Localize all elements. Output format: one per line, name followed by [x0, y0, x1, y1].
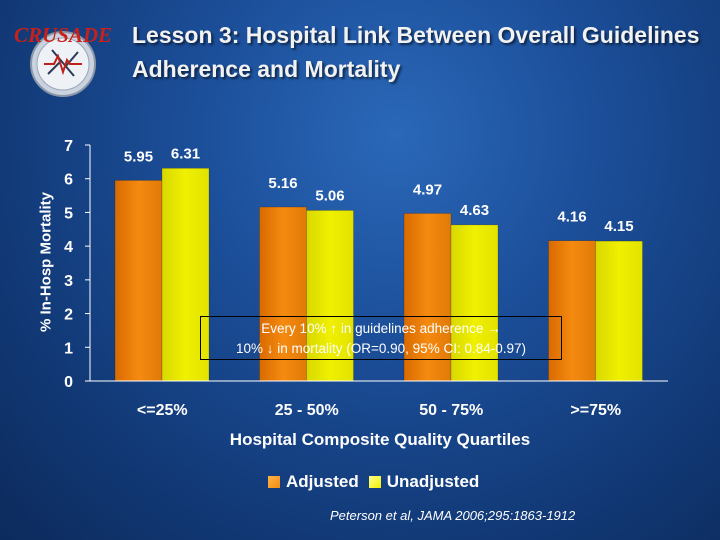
bar-adjusted-0	[114, 180, 163, 382]
bar-adjusted-2	[403, 213, 452, 382]
annotation-line-1: Every 10% ↑ in guidelines adherence →	[261, 321, 501, 336]
legend: Adjusted Unadjusted	[268, 472, 489, 492]
citation: Peterson et al, JAMA 2006;295:1863-1912	[330, 508, 576, 523]
y-tick-label: 5	[64, 205, 73, 222]
y-tick-label: 0	[64, 374, 73, 391]
legend-swatch-adjusted	[268, 476, 280, 488]
logo-wordmark: CRUSADE	[14, 23, 112, 47]
y-tick-label: 3	[64, 273, 73, 290]
value-label-unadjusted-0: 6.31	[171, 145, 200, 162]
annotation-line-2: 10% ↓ in mortality (OR=0.90, 95% CI: 0.8…	[235, 341, 526, 356]
x-tick-label-2: 50 - 75%	[419, 402, 483, 419]
x-axis-label: Hospital Composite Quality Quartiles	[229, 430, 531, 449]
y-tick-label: 6	[64, 172, 73, 189]
slide-title: Lesson 3: Hospital Link Between Overall …	[132, 22, 700, 82]
legend-item-adjusted: Adjusted	[268, 472, 359, 492]
crusade-logo: CRUSADE	[8, 12, 118, 102]
bar-adjusted-3	[548, 240, 596, 382]
legend-label-adjusted: Adjusted	[286, 472, 359, 491]
y-tick-label: 1	[64, 340, 73, 357]
legend-swatch-unadjusted	[368, 476, 381, 488]
x-tick-label-1: 25 - 50%	[275, 402, 339, 419]
y-tick-label: 7	[64, 138, 73, 155]
legend-item-unadjusted: Unadjusted	[368, 472, 480, 492]
value-label-adjusted-2: 4.97	[413, 181, 442, 198]
x-tick-label-0: <=25%	[137, 402, 188, 419]
value-label-unadjusted-3: 4.15	[604, 218, 633, 235]
bar-adjusted-1	[259, 206, 307, 382]
bar-unadjusted-0	[161, 168, 210, 382]
annotation-box: Every 10% ↑ in guidelines adherence → 10…	[200, 316, 562, 360]
y-tick-label: 4	[64, 239, 73, 256]
value-label-adjusted-3: 4.16	[557, 209, 586, 226]
value-label-adjusted-1: 5.16	[268, 175, 297, 192]
value-label-unadjusted-2: 4.63	[460, 202, 489, 219]
bar-unadjusted-1	[306, 210, 354, 382]
value-label-adjusted-0: 5.95	[124, 148, 153, 165]
bar-unadjusted-3	[595, 240, 643, 382]
y-tick-label: 2	[64, 307, 73, 324]
x-tick-label-3: >=75%	[570, 402, 621, 419]
value-label-unadjusted-1: 5.06	[315, 187, 344, 204]
legend-label-unadjusted: Unadjusted	[386, 472, 480, 491]
bar-unadjusted-2	[450, 224, 499, 382]
